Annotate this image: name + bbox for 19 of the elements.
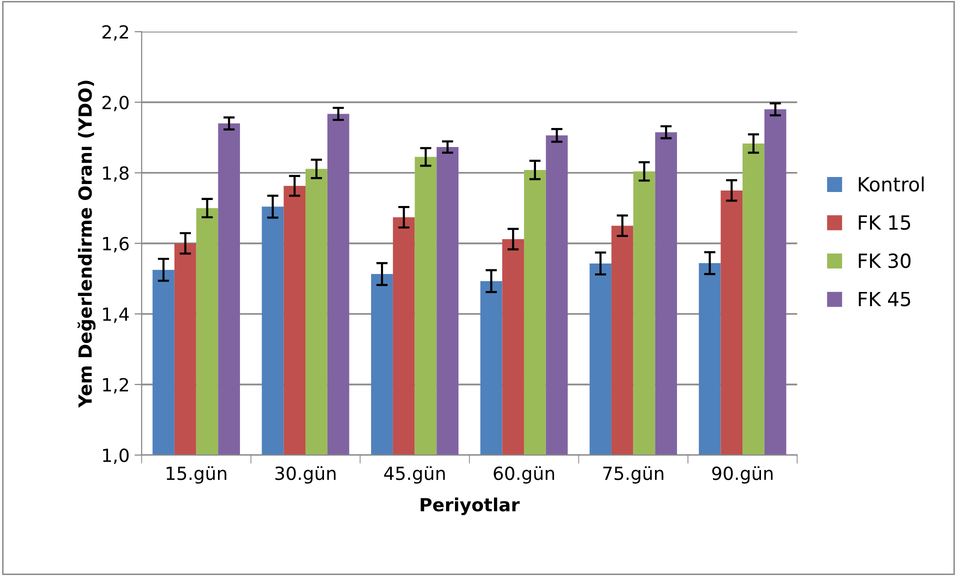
legend-label: Kontrol	[858, 176, 924, 192]
x-tick-label: 60.gün	[494, 466, 554, 484]
x-tick-label: 15.gün	[166, 466, 226, 484]
y-tick-label: 2,0	[102, 96, 129, 112]
x-tick-label: 90.gün	[712, 466, 773, 484]
legend-label: FK 30	[858, 253, 911, 268]
y-tick-label: 1,2	[103, 378, 128, 394]
y-tick-label: 1,6	[103, 236, 129, 252]
y-axis-title: Yem Değerlendirme Oranı (YDO)	[78, 80, 96, 408]
y-tick-label: 2,2	[102, 25, 128, 41]
x-tick-label: 30.gün	[275, 466, 336, 484]
legend-label: FK 45	[858, 292, 910, 306]
legend-label: FK 15	[858, 215, 910, 230]
x-axis-title: Periyotlar	[420, 498, 520, 516]
y-tick-label: 1,0	[103, 448, 129, 464]
y-tick-label: 1,8	[103, 166, 129, 182]
y-tick-label: 1,4	[103, 308, 129, 323]
x-tick-label: 75.gün	[603, 466, 664, 484]
x-tick-label: 45.gün	[384, 466, 445, 484]
